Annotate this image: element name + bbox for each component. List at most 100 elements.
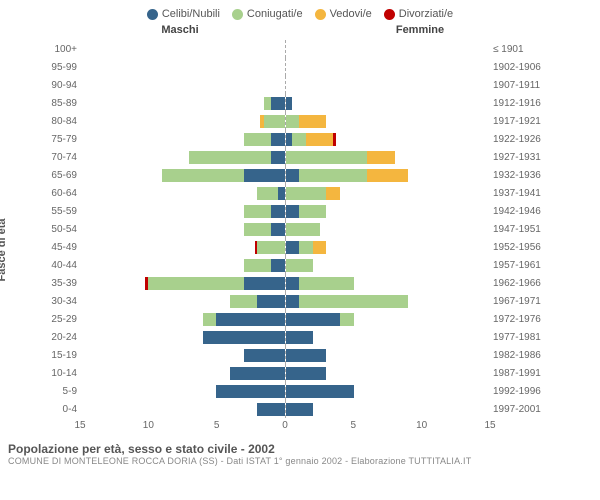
- bar-area: [80, 310, 490, 328]
- male-bar: [80, 400, 286, 418]
- bar-segment: [286, 115, 300, 128]
- birth-year-label: 1972-1976: [490, 314, 548, 325]
- bar-segment: [333, 133, 336, 146]
- age-row: 0-41997-2001: [42, 400, 548, 418]
- birth-year-label: 1962-1966: [490, 278, 548, 289]
- bar-segment: [244, 349, 285, 362]
- bar-segment: [230, 367, 285, 380]
- age-row: 80-841917-1921: [42, 112, 548, 130]
- bar-area: [80, 274, 490, 292]
- x-tick-label: 15: [484, 420, 495, 431]
- bar-segment: [271, 133, 285, 146]
- birth-year-label: 1997-2001: [490, 404, 548, 415]
- male-bar: [80, 148, 286, 166]
- female-bar: [286, 130, 491, 148]
- birth-year-label: 1947-1951: [490, 224, 548, 235]
- birth-year-label: 1932-1936: [490, 170, 548, 181]
- age-row: 50-541947-1951: [42, 220, 548, 238]
- bar-area: [80, 40, 490, 58]
- age-label: 35-39: [42, 278, 80, 289]
- age-row: 10-141987-1991: [42, 364, 548, 382]
- birth-year-label: 1957-1961: [490, 260, 548, 271]
- birth-year-label: 1982-1986: [490, 350, 548, 361]
- female-bar: [286, 274, 491, 292]
- age-label: 30-34: [42, 296, 80, 307]
- footer-source: COMUNE DI MONTELEONE ROCCA DORIA (SS) - …: [8, 456, 592, 466]
- male-bar: [80, 58, 286, 76]
- age-row: 75-79 1922-1926: [42, 130, 548, 148]
- age-label: 90-94: [42, 80, 80, 91]
- age-label: 10-14: [42, 368, 80, 379]
- male-bar: [80, 94, 286, 112]
- bar-segment: [367, 169, 408, 182]
- female-bar: [286, 310, 491, 328]
- bar-segment: [244, 259, 271, 272]
- bar-segment: [286, 349, 327, 362]
- birth-year-label: 1922-1926: [490, 134, 548, 145]
- bar-segment: [257, 241, 284, 254]
- legend-label: Celibi/Nubili: [162, 8, 220, 20]
- male-bar: [80, 382, 286, 400]
- legend-item: Coniugati/e: [232, 8, 303, 20]
- bar-segment: [286, 187, 327, 200]
- age-label: 15-19: [42, 350, 80, 361]
- bar-area: [80, 346, 490, 364]
- age-label: 75-79: [42, 134, 80, 145]
- bar-segment: [216, 313, 284, 326]
- bar-segment: [203, 331, 285, 344]
- female-bar: [286, 166, 491, 184]
- x-tick-label: 5: [351, 420, 357, 431]
- birth-year-label: 1967-1971: [490, 296, 548, 307]
- age-row: 30-34 1967-1971: [42, 292, 548, 310]
- x-tick-label: 15: [74, 420, 85, 431]
- bar-segment: [299, 241, 313, 254]
- male-bar: [80, 184, 286, 202]
- age-row: 55-591942-1946: [42, 202, 548, 220]
- legend-label: Divorziati/e: [399, 8, 453, 20]
- birth-year-label: ≤ 1901: [490, 44, 548, 55]
- bar-segment: [271, 97, 285, 110]
- female-bar: [286, 58, 491, 76]
- age-row: 45-491952-1956: [42, 238, 548, 256]
- age-label: 55-59: [42, 206, 80, 217]
- x-tick-label: 10: [143, 420, 154, 431]
- bar-segment: [271, 205, 285, 218]
- x-tick-label: 5: [214, 420, 220, 431]
- bar-segment: [271, 151, 285, 164]
- female-bar: [286, 364, 491, 382]
- footer: Popolazione per età, sesso e stato civil…: [0, 436, 600, 466]
- age-label: 80-84: [42, 116, 80, 127]
- age-label: 100+: [42, 44, 80, 55]
- female-bar: [286, 346, 491, 364]
- bar-segment: [286, 151, 368, 164]
- bar-segment: [264, 115, 284, 128]
- female-bar: [286, 382, 491, 400]
- birth-year-label: 1952-1956: [490, 242, 548, 253]
- bar-segment: [257, 295, 284, 308]
- female-bar: [286, 292, 491, 310]
- x-axis: 15105051015: [42, 420, 548, 436]
- birth-year-label: 1907-1911: [490, 80, 548, 91]
- age-label: 70-74: [42, 152, 80, 163]
- header-males: Maschi: [60, 24, 300, 36]
- bar-segment: [189, 151, 271, 164]
- age-row: 95-991902-1906: [42, 58, 548, 76]
- age-row: 65-691932-1936: [42, 166, 548, 184]
- age-label: 95-99: [42, 62, 80, 73]
- header-females: Femmine: [300, 24, 540, 36]
- bar-area: [80, 184, 490, 202]
- legend-swatch: [147, 9, 158, 20]
- female-bar: [286, 328, 491, 346]
- male-bar: [80, 310, 286, 328]
- birth-year-label: 1937-1941: [490, 188, 548, 199]
- x-ticks: 15105051015: [80, 420, 490, 436]
- bar-segment: [286, 241, 300, 254]
- bar-segment: [286, 277, 300, 290]
- age-row: 85-891912-1916: [42, 94, 548, 112]
- male-bar: [80, 346, 286, 364]
- bar-segment: [299, 169, 367, 182]
- legend-swatch: [315, 9, 326, 20]
- bar-segment: [216, 385, 284, 398]
- legend-label: Vedovi/e: [330, 8, 372, 20]
- legend-item: Celibi/Nubili: [147, 8, 220, 20]
